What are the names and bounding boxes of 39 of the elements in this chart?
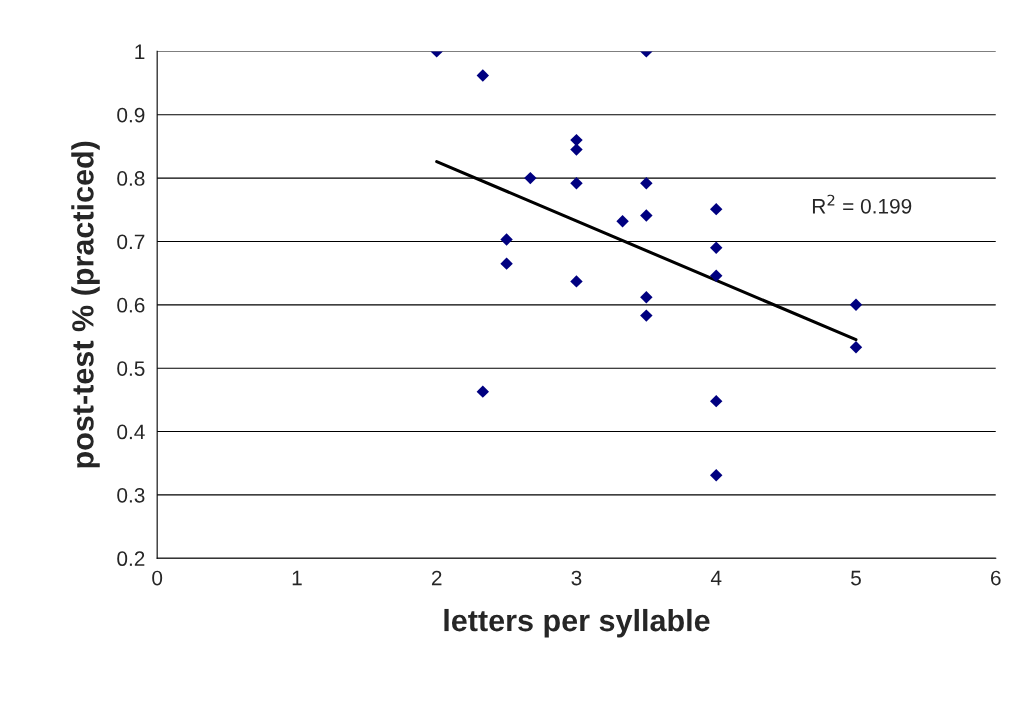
y-tick-label: 0.7 — [117, 234, 145, 250]
point — [476, 69, 490, 82]
x-tick-label: 6 — [991, 570, 1001, 586]
point — [710, 394, 723, 408]
point — [570, 143, 583, 156]
x-tick-label: 2 — [431, 570, 442, 586]
y-tick-label: 0.4 — [117, 424, 145, 440]
y-tick-label: 0.8 — [117, 171, 145, 186]
y-axis-title: post-test % (practiced) — [71, 141, 100, 468]
point — [616, 214, 629, 228]
x-axis-title: letters per syllable — [444, 608, 710, 638]
point — [710, 241, 723, 255]
point — [500, 257, 513, 270]
y-tick-label: 0.2 — [117, 551, 145, 567]
point — [849, 341, 863, 354]
y-tick-label: 0.3 — [117, 487, 145, 503]
point — [570, 275, 583, 288]
point — [570, 176, 583, 190]
y-tick-label: 1 — [135, 44, 145, 59]
point — [640, 209, 653, 222]
point — [710, 469, 723, 482]
annotation: R$^{2}$ = 0.199 — [812, 194, 912, 214]
point — [710, 269, 723, 282]
x-tick-label: 5 — [851, 570, 861, 586]
point — [640, 309, 653, 322]
y-tick-label: 0.6 — [117, 297, 145, 313]
point — [640, 291, 653, 304]
x-tick-label: 4 — [710, 570, 722, 586]
point — [500, 233, 513, 246]
x-tick-label: 0 — [152, 570, 163, 586]
point — [476, 385, 490, 398]
y-tick-label: 0.5 — [117, 361, 145, 376]
point — [524, 171, 537, 185]
point — [710, 202, 723, 216]
y-tick-label: 0.9 — [117, 107, 145, 123]
point — [640, 176, 653, 190]
x-tick-label: 3 — [571, 570, 582, 586]
x-tick-label: 1 — [292, 570, 302, 586]
point — [849, 298, 863, 312]
